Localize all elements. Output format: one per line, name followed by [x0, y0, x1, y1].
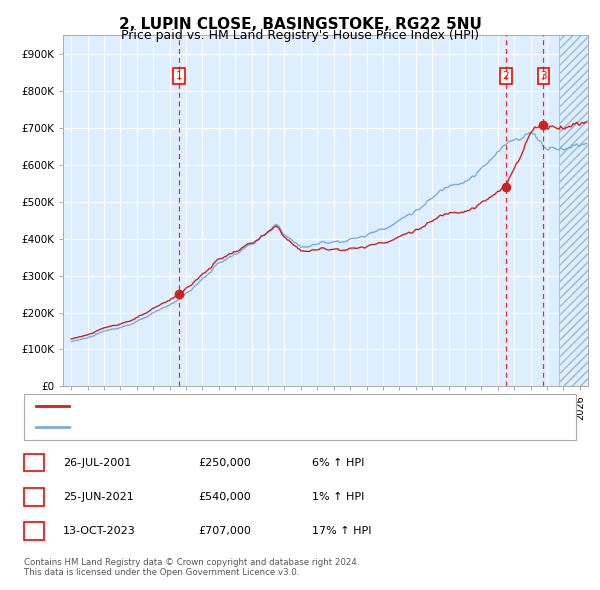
Text: 25-JUN-2021: 25-JUN-2021	[63, 492, 134, 502]
Text: 3: 3	[31, 526, 37, 536]
Text: 1: 1	[176, 71, 182, 81]
Text: £250,000: £250,000	[198, 458, 251, 467]
Text: £707,000: £707,000	[198, 526, 251, 536]
Text: Contains HM Land Registry data © Crown copyright and database right 2024.
This d: Contains HM Land Registry data © Crown c…	[24, 558, 359, 577]
Text: HPI: Average price, detached house, Basingstoke and Deane: HPI: Average price, detached house, Basi…	[75, 422, 391, 432]
Text: 26-JUL-2001: 26-JUL-2001	[63, 458, 131, 467]
Text: 2, LUPIN CLOSE, BASINGSTOKE, RG22 5NU: 2, LUPIN CLOSE, BASINGSTOKE, RG22 5NU	[119, 17, 481, 31]
Text: 2: 2	[502, 71, 509, 81]
Text: 1: 1	[31, 458, 37, 467]
Text: 2: 2	[31, 492, 37, 502]
Text: 6% ↑ HPI: 6% ↑ HPI	[312, 458, 364, 467]
Text: 13-OCT-2023: 13-OCT-2023	[63, 526, 136, 536]
Text: 3: 3	[540, 71, 547, 81]
Text: £540,000: £540,000	[198, 492, 251, 502]
Text: 17% ↑ HPI: 17% ↑ HPI	[312, 526, 371, 536]
Text: 1% ↑ HPI: 1% ↑ HPI	[312, 492, 364, 502]
Text: Price paid vs. HM Land Registry's House Price Index (HPI): Price paid vs. HM Land Registry's House …	[121, 29, 479, 42]
Text: 2, LUPIN CLOSE, BASINGSTOKE, RG22 5NU (detached house): 2, LUPIN CLOSE, BASINGSTOKE, RG22 5NU (d…	[75, 401, 391, 411]
